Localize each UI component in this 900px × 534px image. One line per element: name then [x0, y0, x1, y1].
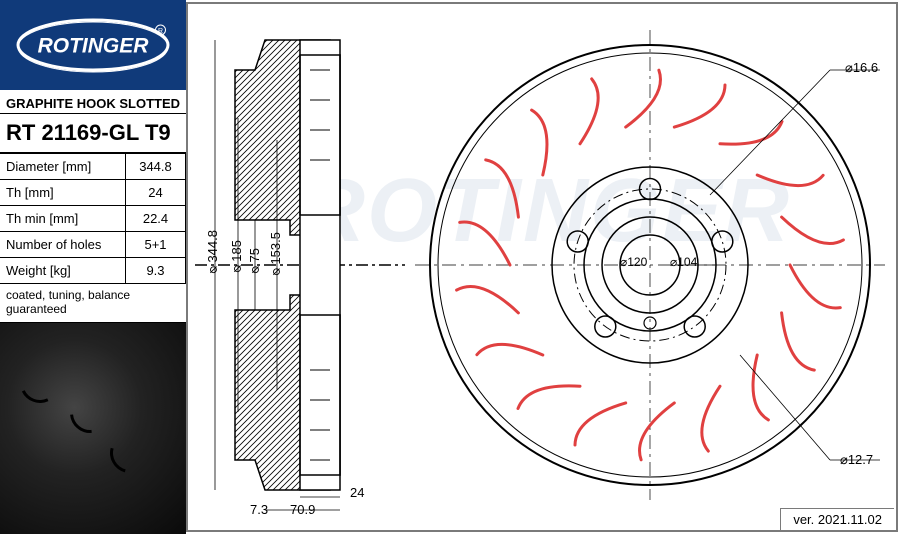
part-number: RT 21169-GL T9	[0, 114, 186, 153]
product-subtitle: GRAPHITE HOOK SLOTTED	[0, 90, 186, 114]
table-row: Th [mm]24	[0, 180, 186, 206]
table-row: Weight [kg]9.3	[0, 258, 186, 284]
spec-table: Diameter [mm]344.8 Th [mm]24 Th min [mm]…	[0, 153, 186, 284]
dim-24: 24	[350, 485, 364, 500]
table-row: Number of holes5+1	[0, 232, 186, 258]
callout-120: ⌀120	[620, 255, 647, 269]
table-row: Diameter [mm]344.8	[0, 154, 186, 180]
dim-75: ⌀75	[247, 248, 262, 277]
callout-104: ⌀104	[670, 255, 697, 269]
sidebar: ROTINGER R GRAPHITE HOOK SLOTTED RT 2116…	[0, 0, 186, 534]
brand-text: ROTINGER	[38, 35, 150, 58]
dim-185: ⌀185	[229, 240, 244, 277]
callout-bolt-hole: ⌀16.6	[845, 60, 878, 76]
dim-7-3: 7.3	[250, 502, 268, 517]
dim-1535: ⌀153.5	[268, 232, 283, 280]
front-view	[410, 15, 890, 515]
dim-outer-dia: ⌀344.8	[205, 230, 220, 278]
brand-logo: ROTINGER R	[0, 0, 186, 90]
dim-70-9: 70.9	[290, 502, 315, 517]
version-label: ver. 2021.11.02	[780, 508, 894, 530]
table-row: Th min [mm]22.4	[0, 206, 186, 232]
spec-note: coated, tuning, balance guaranteed	[0, 284, 186, 323]
section-view	[195, 10, 405, 520]
callout-index: ⌀12.7	[840, 452, 873, 468]
product-photo	[0, 323, 186, 534]
svg-text:R: R	[158, 28, 163, 35]
